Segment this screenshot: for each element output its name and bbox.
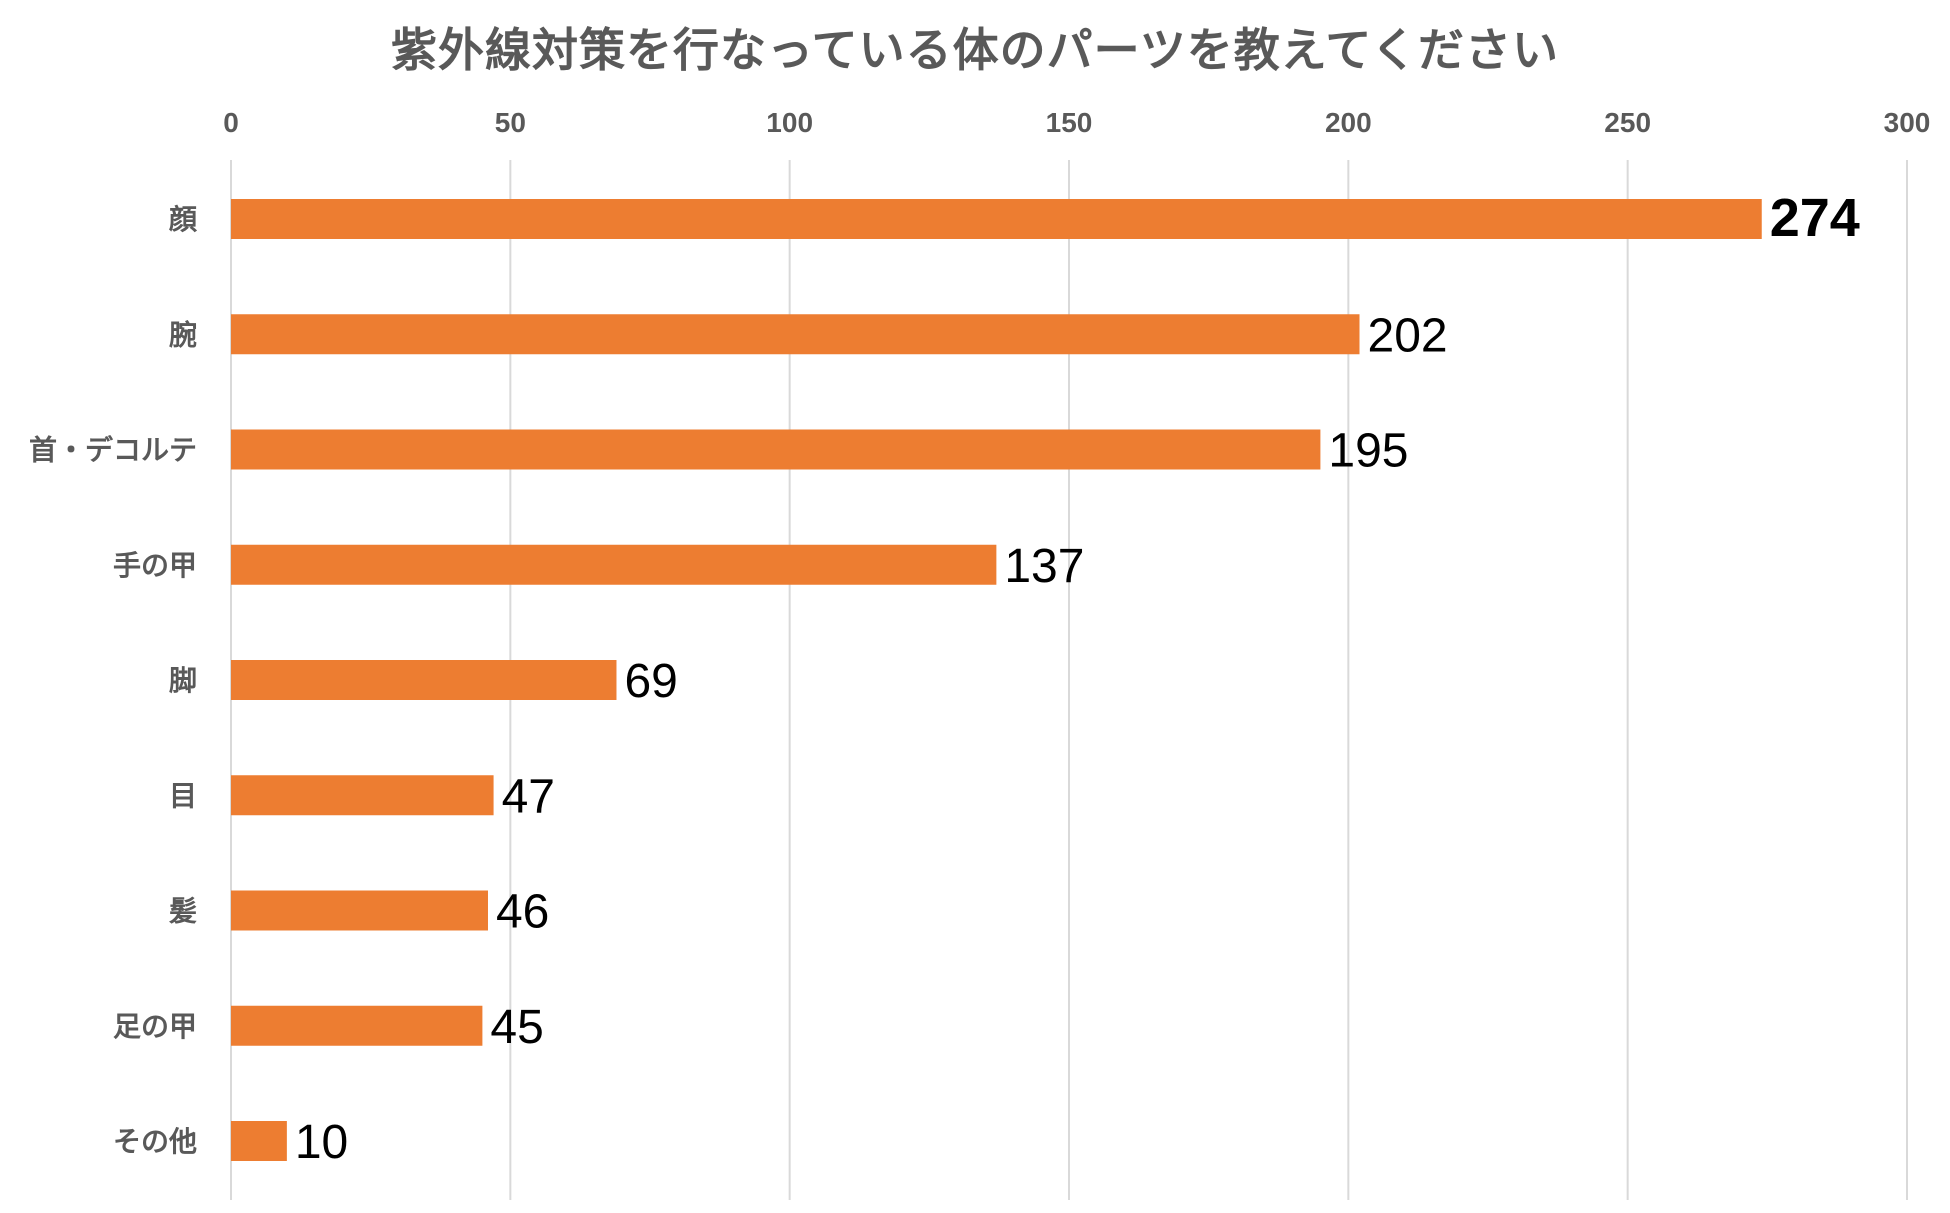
bar (231, 429, 1321, 470)
x-tick-label: 150 (1046, 107, 1093, 138)
x-tick-label: 300 (1884, 107, 1931, 138)
data-label: 46 (496, 886, 549, 939)
data-labels: 274 202 195 137 69 47 46 45 10 (295, 188, 1860, 1169)
x-axis-ticks: 0 50 100 150 200 250 300 (223, 107, 1930, 138)
data-label: 45 (490, 1001, 543, 1054)
x-tick-label: 50 (495, 107, 526, 138)
category-label: 目 (169, 779, 197, 812)
data-label: 137 (1004, 540, 1084, 593)
bars (231, 199, 1762, 1161)
category-label: 腕 (169, 318, 197, 351)
bar (231, 890, 488, 931)
category-label: 首・デコルテ (29, 434, 197, 467)
x-tick-label: 200 (1325, 107, 1372, 138)
x-tick-label: 250 (1604, 107, 1651, 138)
category-label: 髪 (168, 895, 197, 928)
bar (231, 544, 997, 585)
bar (231, 1121, 287, 1161)
data-label: 10 (295, 1116, 348, 1169)
category-label: 脚 (169, 664, 197, 697)
data-label: 202 (1368, 309, 1448, 362)
data-label: 47 (502, 770, 555, 823)
category-label: 足の甲 (113, 1010, 197, 1043)
data-label: 195 (1328, 425, 1408, 478)
bar (231, 1005, 483, 1046)
data-label: 274 (1770, 188, 1860, 248)
bar (231, 314, 1360, 355)
bar (231, 775, 494, 816)
bar (231, 660, 617, 700)
data-label: 69 (624, 655, 677, 708)
bar (231, 199, 1762, 239)
category-label: 顔 (169, 203, 198, 236)
category-label: その他 (113, 1125, 197, 1158)
x-tick-label: 100 (766, 107, 813, 138)
x-tick-label: 0 (223, 107, 239, 138)
chart-title: 紫外線対策を行なっている体のパーツを教えてください (390, 23, 1560, 77)
category-label: 手の甲 (113, 549, 197, 582)
